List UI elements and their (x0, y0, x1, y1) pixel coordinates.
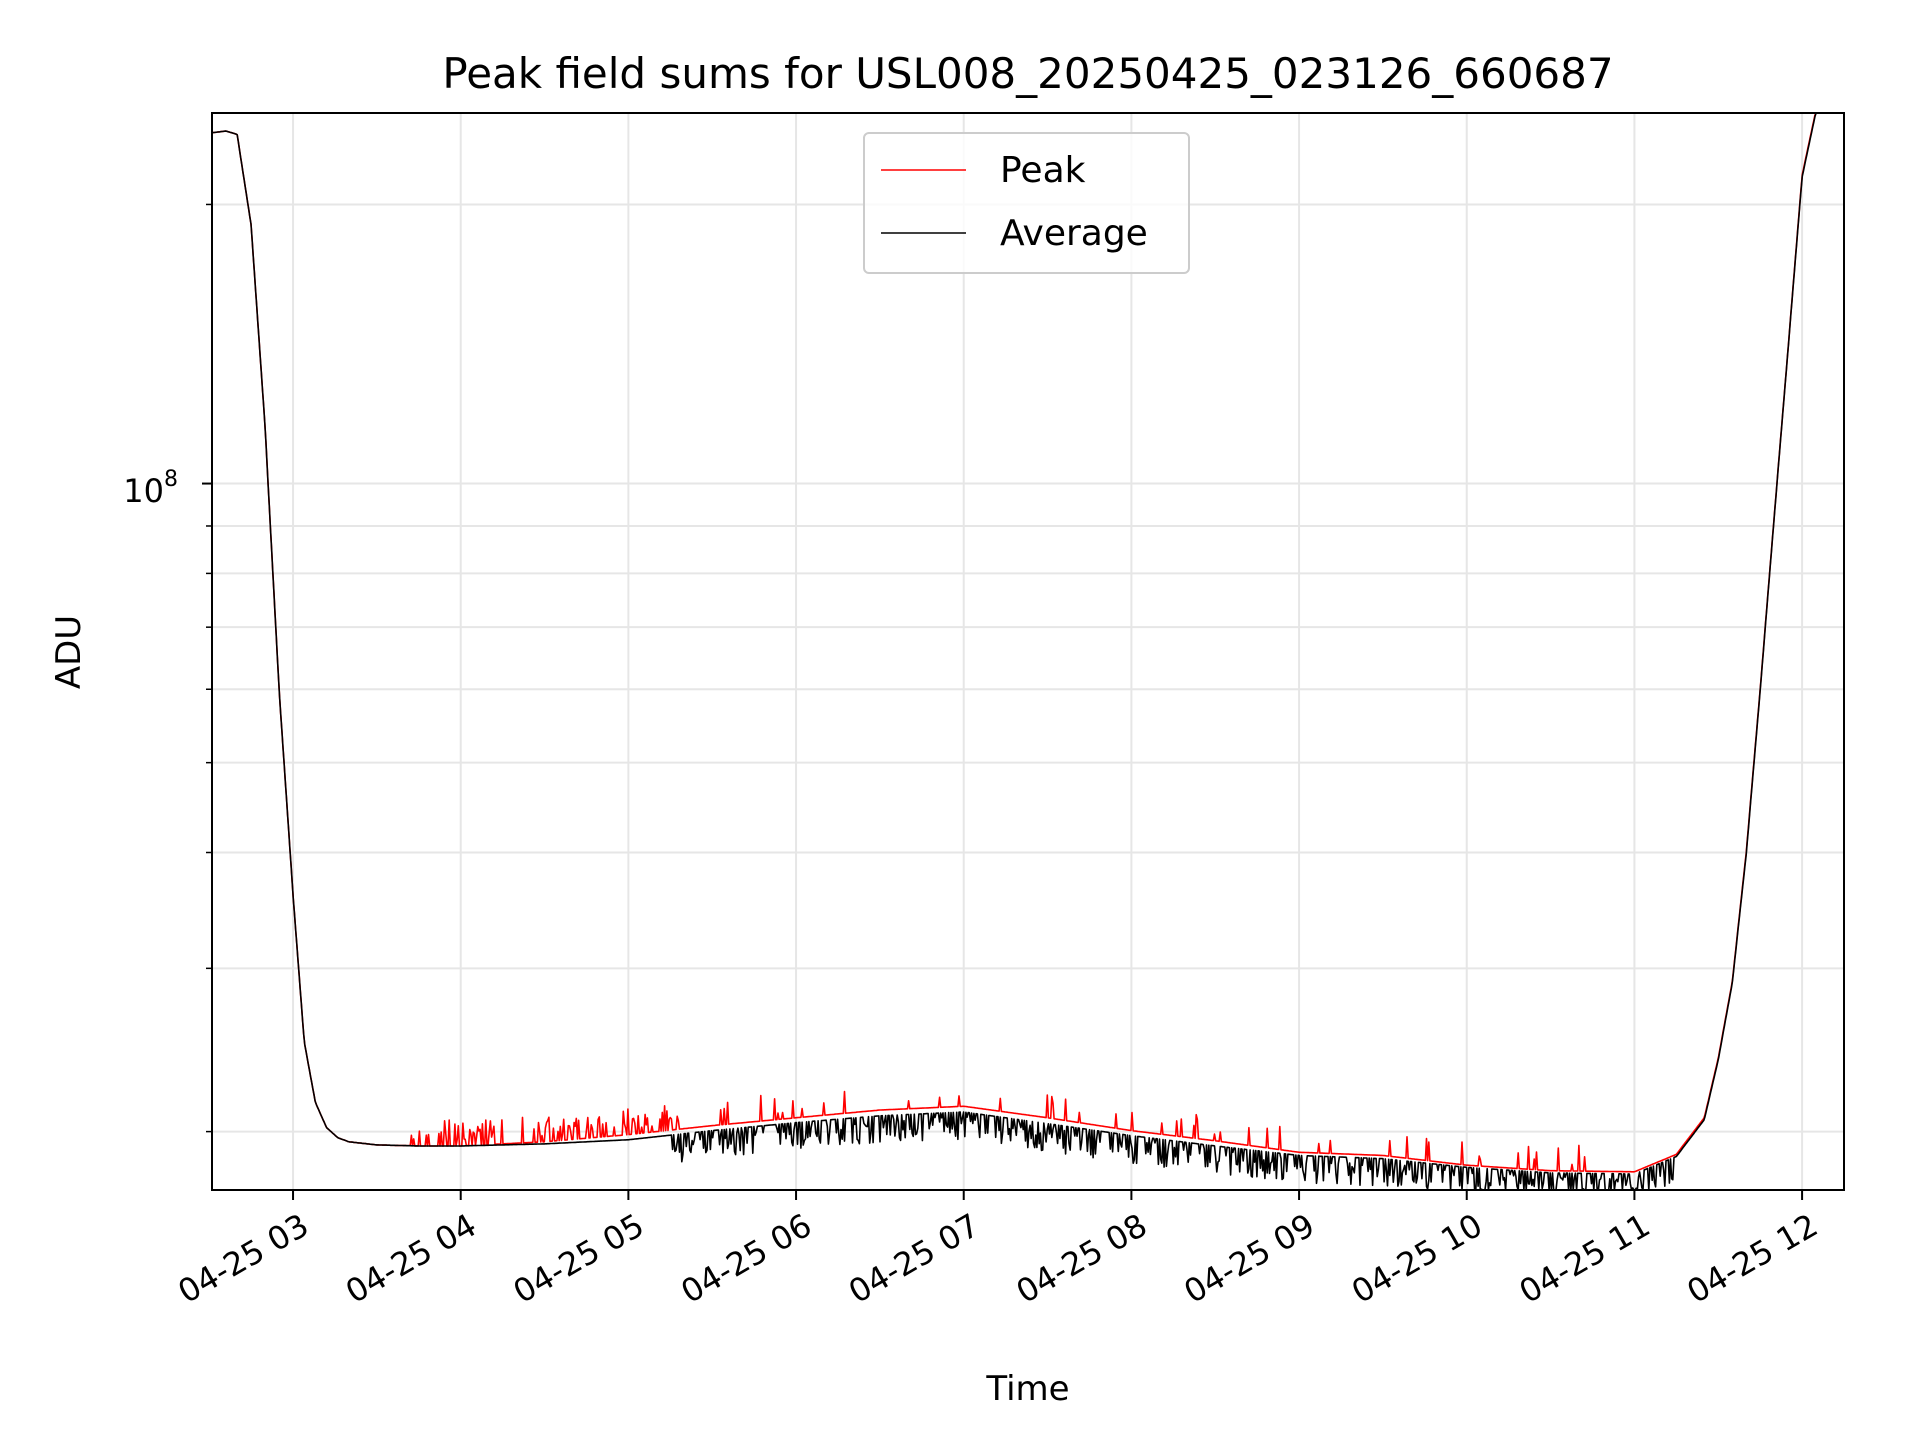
y-tick-label-1e8: 108 (123, 467, 178, 510)
y-tick-exponent: 8 (164, 467, 178, 492)
legend-peak-label: Peak (1000, 150, 1086, 191)
legend-box (863, 132, 1190, 274)
plot-series (211, 112, 1817, 1191)
average-series-line (211, 112, 1817, 1191)
plot-frame (211, 112, 1845, 1191)
legend: Peak Average (863, 132, 1190, 274)
chart-title: Peak field sums for USL008_20250425_0231… (442, 49, 1613, 98)
y-axis-label: ADU (49, 615, 89, 689)
y-axis-ticks (202, 203, 212, 1133)
y-tick-base: 10 (123, 472, 164, 510)
x-axis-label: Time (985, 1369, 1069, 1409)
svg-text:108: 108 (123, 467, 178, 510)
peak-series-line (211, 112, 1817, 1173)
grid (212, 113, 1844, 1190)
legend-average-label: Average (1000, 213, 1148, 254)
